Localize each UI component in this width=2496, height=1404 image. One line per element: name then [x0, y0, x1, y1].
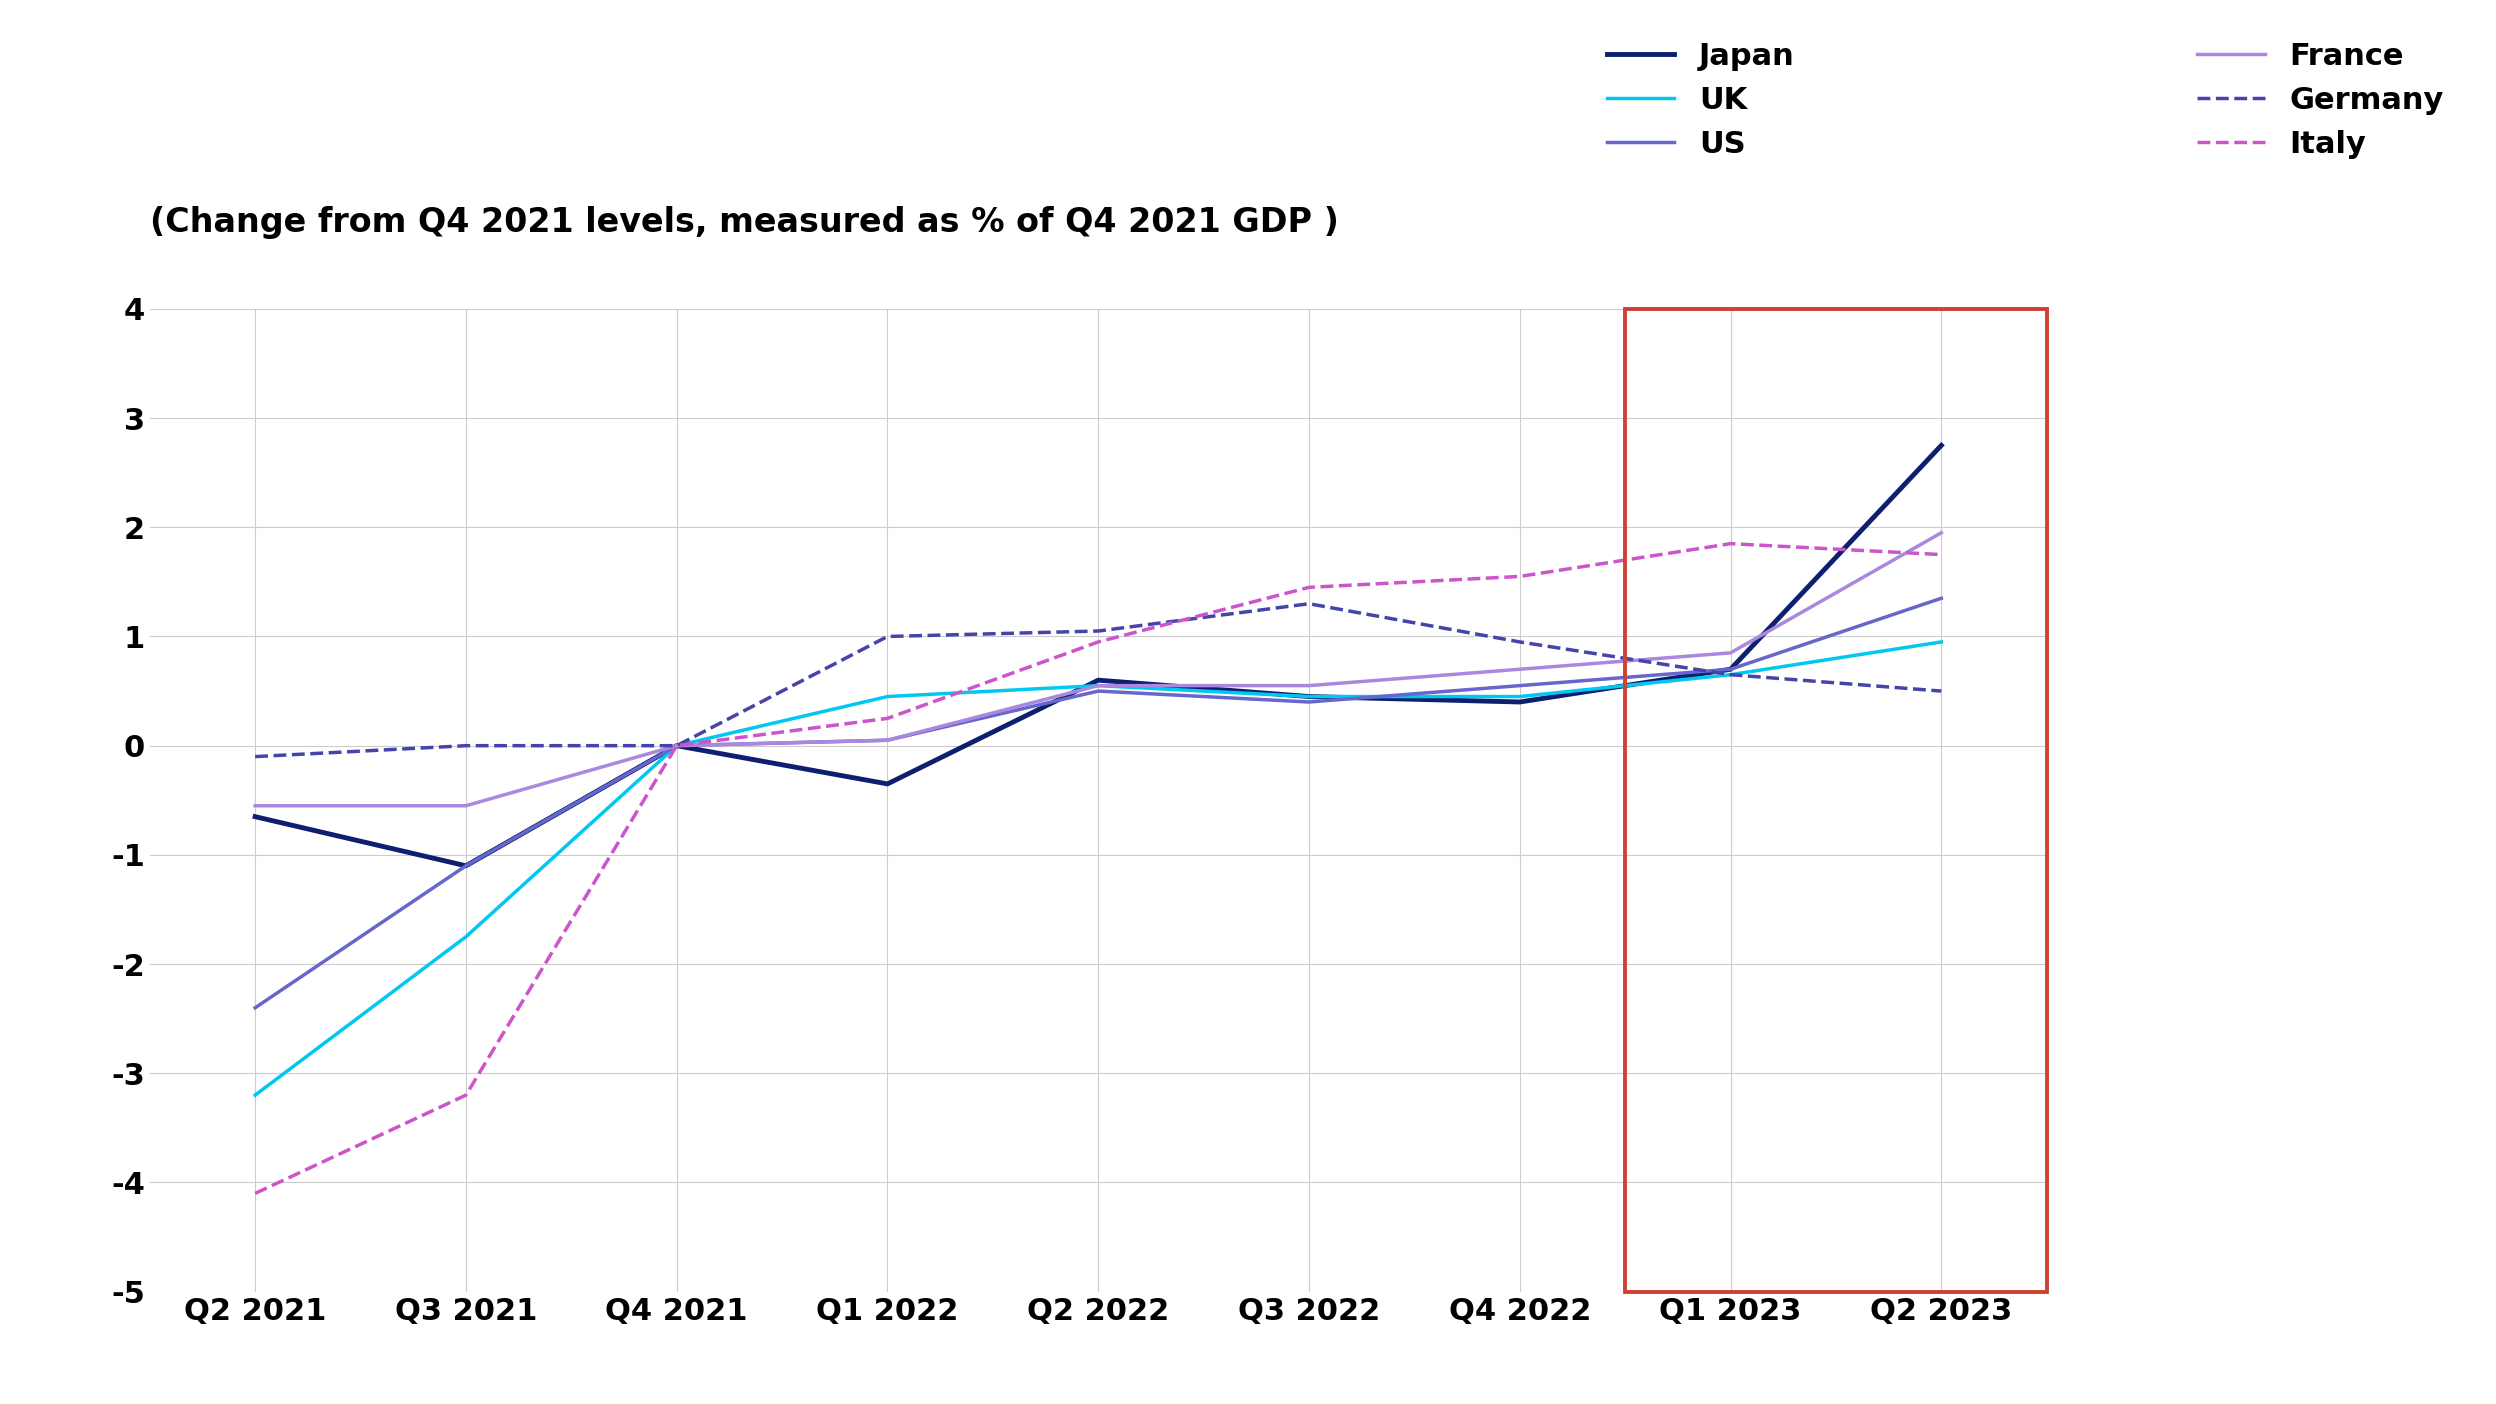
Legend: France, Germany, Italy: France, Germany, Italy — [2186, 29, 2456, 171]
Legend: Japan, UK, US: Japan, UK, US — [1595, 29, 1807, 171]
Text: (Change from Q4 2021 levels, measured as % of Q4 2021 GDP ): (Change from Q4 2021 levels, measured as… — [150, 205, 1338, 239]
Bar — [1625, 309, 2047, 1292]
